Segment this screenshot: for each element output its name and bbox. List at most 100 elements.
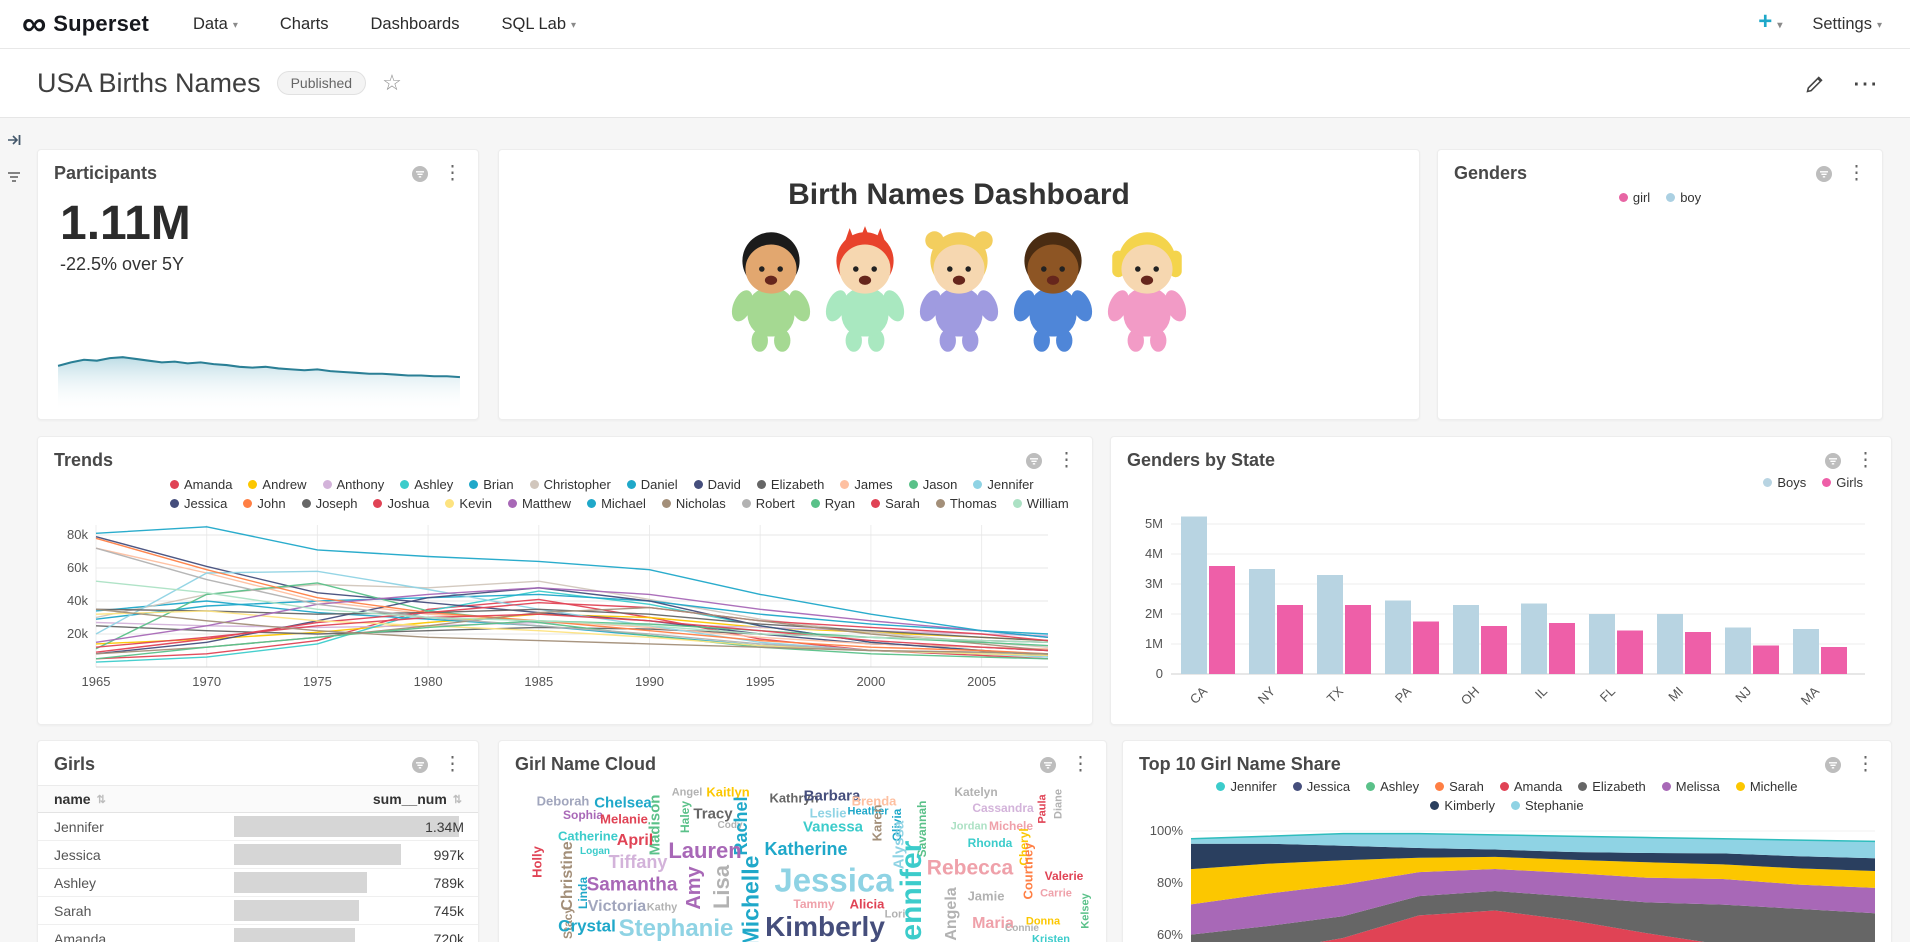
legend-dot-icon — [587, 499, 597, 508]
legend-item-john[interactable]: John — [243, 496, 286, 511]
svg-text:1M: 1M — [1145, 636, 1163, 651]
cell-value: 745k — [433, 903, 464, 919]
babies-illustration — [499, 226, 1419, 355]
svg-text:MI: MI — [1665, 684, 1686, 705]
sort-icon: ⇅ — [96, 793, 106, 806]
legend-item-jessica[interactable]: Jessica — [1292, 779, 1350, 794]
legend-item-ashley[interactable]: Ashley — [1366, 779, 1419, 794]
legend-dot-icon — [756, 480, 766, 489]
cloud-word: Tammy — [793, 897, 835, 911]
cloud-word: Chelsea — [594, 794, 652, 812]
chart-menu-icon[interactable]: ⋮ — [1847, 162, 1866, 184]
svg-text:IL: IL — [1532, 684, 1550, 702]
legend-dot-icon — [170, 499, 179, 508]
cell-name: Ashley — [54, 875, 97, 891]
legend-item-jennifer[interactable]: Jennifer — [973, 477, 1034, 492]
legend-item-anthony[interactable]: Anthony — [322, 477, 384, 492]
legend-item-william[interactable]: William — [1012, 496, 1069, 511]
legend-item-girl[interactable]: girl — [1618, 190, 1650, 205]
legend-item-matthew[interactable]: Matthew — [507, 496, 571, 511]
legend-label: William — [1026, 496, 1069, 511]
legend-item-christopher[interactable]: Christopher — [529, 477, 611, 492]
legend-item-thomas[interactable]: Thomas — [935, 496, 997, 511]
legend-item-amanda[interactable]: Amanda — [170, 477, 232, 492]
legend-item-amanda[interactable]: Amanda — [1499, 779, 1563, 794]
legend-item-elizabeth[interactable]: Elizabeth — [1578, 779, 1646, 794]
legend-label: Michael — [601, 496, 646, 511]
cross-filter-scope-icon[interactable] — [1025, 452, 1043, 470]
chart-menu-icon[interactable]: ⋮ — [1071, 753, 1090, 775]
legend-item-andrew[interactable]: Andrew — [248, 477, 307, 492]
cross-filter-scope-icon[interactable] — [1815, 165, 1833, 183]
brand-name: Superset — [53, 11, 149, 36]
legend-item-ryan[interactable]: Ryan — [810, 496, 855, 511]
legend-item-michelle[interactable]: Michelle — [1735, 779, 1798, 794]
legend-label: Amanda — [1513, 779, 1563, 794]
nav-item-charts[interactable]: Charts — [279, 14, 329, 33]
cloud-word: Kathryn — [769, 790, 819, 806]
cell-name: Jessica — [54, 847, 101, 863]
legend-item-david[interactable]: David — [693, 477, 741, 492]
cloud-word: Valerie — [1044, 869, 1084, 883]
cloud-word: Paula — [1036, 794, 1049, 824]
legend-item-boy[interactable]: boy — [1666, 190, 1701, 205]
legend-item-boys[interactable]: Boys — [1763, 475, 1806, 490]
legend-item-elizabeth[interactable]: Elizabeth — [756, 477, 824, 492]
legend-item-james[interactable]: James — [840, 477, 893, 492]
chart-menu-icon[interactable]: ⋮ — [1057, 449, 1076, 471]
cell-value-bar — [234, 872, 367, 893]
expand-filter-bar-icon[interactable] — [6, 132, 22, 153]
sort-icon: ⇅ — [452, 793, 462, 806]
legend-item-kevin[interactable]: Kevin — [445, 496, 492, 511]
legend-item-daniel[interactable]: Daniel — [626, 477, 678, 492]
nav-item-dashboards[interactable]: Dashboards — [370, 14, 460, 33]
legend-item-joseph[interactable]: Joseph — [301, 496, 357, 511]
cross-filter-scope-icon[interactable] — [1824, 756, 1842, 774]
cross-filter-scope-icon[interactable] — [1824, 452, 1842, 470]
legend-item-nicholas[interactable]: Nicholas — [661, 496, 726, 511]
legend-item-jason[interactable]: Jason — [908, 477, 957, 492]
cross-filter-scope-icon[interactable] — [411, 165, 429, 183]
card-title: Girls — [54, 754, 96, 774]
column-header-name[interactable]: name ⇅ — [54, 791, 106, 807]
superset-logo[interactable]: ∞ Superset — [22, 7, 149, 41]
legend-item-ashley[interactable]: Ashley — [400, 477, 453, 492]
svg-text:2005: 2005 — [967, 674, 996, 689]
favorite-star-icon[interactable]: ☆ — [382, 70, 402, 95]
legend-item-kimberly[interactable]: Kimberly — [1430, 798, 1495, 813]
nav-item-sql-lab[interactable]: SQL Lab ▾ — [501, 14, 577, 33]
cloud-word: Jennifer — [895, 840, 928, 942]
legend-label: John — [257, 496, 286, 511]
filter-list-icon[interactable] — [6, 169, 22, 190]
legend-item-robert[interactable]: Robert — [741, 496, 795, 511]
chart-menu-icon[interactable]: ⋮ — [1856, 449, 1875, 471]
settings-menu[interactable]: Settings ▾ — [1812, 14, 1882, 33]
svg-text:3M: 3M — [1145, 576, 1163, 591]
chevron-down-icon: ▾ — [232, 19, 238, 31]
edit-pencil-icon[interactable] — [1805, 73, 1826, 94]
cross-filter-scope-icon[interactable] — [411, 756, 429, 774]
chart-menu-icon[interactable]: ⋮ — [443, 162, 462, 184]
nav-items: Data ▾ Charts Dashboards SQL Lab ▾ — [193, 15, 576, 34]
legend-item-jennifer[interactable]: Jennifer — [1216, 779, 1277, 794]
legend-item-sarah[interactable]: Sarah — [871, 496, 920, 511]
top10-girl-name-share-card: Top 10 Girl Name Share ⋮ Jennifer Jessica… — [1122, 740, 1892, 942]
legend-item-sarah[interactable]: Sarah — [1435, 779, 1484, 794]
chart-menu-icon[interactable]: ⋮ — [443, 753, 462, 775]
legend-item-joshua[interactable]: Joshua — [373, 496, 429, 511]
cell-value-bar — [234, 900, 359, 921]
nav-item-data[interactable]: Data ▾ — [193, 14, 238, 33]
more-actions-icon[interactable]: ⋯ — [1852, 68, 1880, 98]
legend-item-brian[interactable]: Brian — [469, 477, 514, 492]
new-item-button[interactable]: + ▾ — [1758, 8, 1783, 35]
legend-item-girls[interactable]: Girls — [1822, 475, 1863, 490]
legend-item-jessica[interactable]: Jessica — [170, 496, 227, 511]
legend-item-melissa[interactable]: Melissa — [1661, 779, 1720, 794]
svg-text:60%: 60% — [1157, 927, 1183, 942]
cross-filter-scope-icon[interactable] — [1039, 756, 1057, 774]
legend-item-stephanie[interactable]: Stephanie — [1511, 798, 1584, 813]
chart-menu-icon[interactable]: ⋮ — [1856, 753, 1875, 775]
cloud-word: Lori — [884, 908, 906, 921]
legend-item-michael[interactable]: Michael — [587, 496, 646, 511]
column-header-sum-num[interactable]: sum__num ⇅ — [372, 791, 462, 807]
